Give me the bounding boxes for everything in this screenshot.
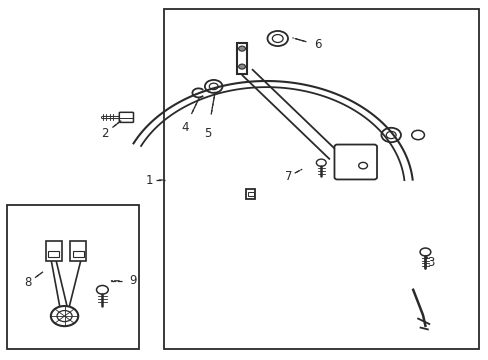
Text: 9: 9 (129, 274, 137, 287)
Bar (73, 251, 83, 257)
Bar (236, 43, 247, 74)
FancyBboxPatch shape (334, 144, 376, 179)
Text: 6: 6 (313, 39, 321, 51)
Text: 7: 7 (284, 170, 292, 183)
Text: 5: 5 (203, 127, 211, 140)
Bar (70, 241, 86, 261)
FancyBboxPatch shape (119, 112, 133, 122)
Bar (247, 192, 253, 196)
Text: 8: 8 (24, 276, 32, 289)
Circle shape (238, 64, 245, 69)
Bar (46, 241, 61, 261)
Bar (163, 9, 478, 349)
Circle shape (238, 46, 245, 51)
Bar (7, 205, 139, 349)
Text: 3: 3 (427, 256, 434, 269)
Text: 1: 1 (145, 174, 153, 186)
Bar (48, 251, 59, 257)
Text: 4: 4 (181, 121, 188, 134)
Text: 2: 2 (101, 127, 109, 140)
Bar (246, 189, 255, 199)
